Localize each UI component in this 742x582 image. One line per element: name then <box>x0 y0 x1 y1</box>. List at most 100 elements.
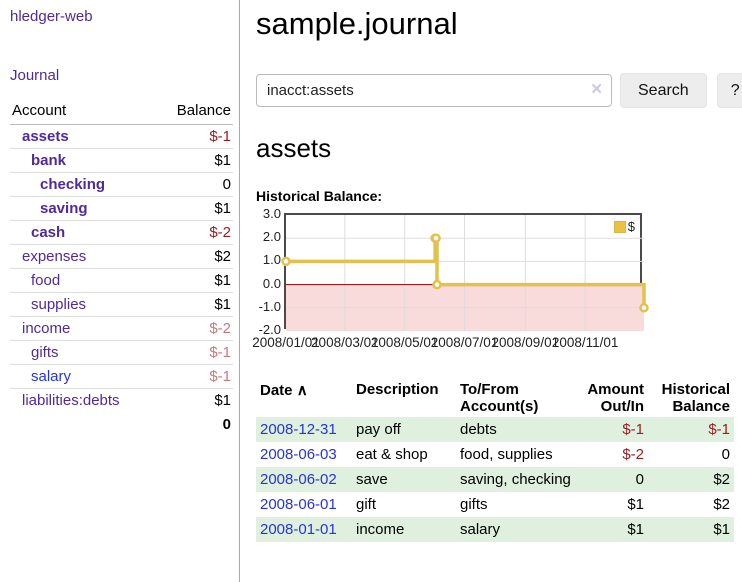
account-row: income $-2 <box>10 316 233 341</box>
account-balance: 0 <box>156 172 233 197</box>
balance-chart: 3.0 2.0 1.0 0.0 -1.0 -2.0 $ 2008/01/01 2008/03… <box>252 206 742 353</box>
accounts-total-row: 0 <box>10 413 233 437</box>
legend-label: $ <box>627 219 635 234</box>
account-balance: $1 <box>156 388 233 413</box>
register-header-date[interactable]: Date ∧ <box>256 379 352 417</box>
y-tick-label: 1.0 <box>262 252 281 268</box>
account-balance: $-2 <box>156 316 233 341</box>
transaction-description: pay off <box>352 417 456 442</box>
account-row: expenses $2 <box>10 244 233 269</box>
account-link[interactable]: gifts <box>31 344 59 361</box>
account-row: gifts $-1 <box>10 340 233 365</box>
data-point-marker <box>281 256 291 267</box>
register-header-accounts: To/From Account(s) <box>460 381 539 415</box>
help-button[interactable]: ? <box>716 73 742 108</box>
account-link[interactable]: bank <box>31 152 67 169</box>
x-tick-label: 2008/11/01 <box>551 335 619 350</box>
account-balance: $-1 <box>156 340 233 365</box>
account-row: cash $-2 <box>10 220 233 245</box>
transaction-row: 2008-06-02 save saving, checking 0 $2 <box>256 467 734 492</box>
transaction-date-link[interactable]: 2008-01-01 <box>260 521 337 538</box>
legend-swatch-icon <box>613 220 626 233</box>
data-point-marker <box>639 303 649 313</box>
transaction-row: 2008-06-01 gift gifts $1 $2 <box>256 492 734 517</box>
search-form: ✕ Search ? <box>256 73 742 108</box>
transaction-amount: 0 <box>576 467 648 492</box>
balance-column-header: Balance <box>156 99 233 125</box>
account-link[interactable]: checking <box>40 176 106 193</box>
account-row: assets $-1 <box>10 125 233 149</box>
transaction-date-link[interactable]: 2008-06-01 <box>260 496 337 513</box>
account-link[interactable]: income <box>22 320 71 337</box>
account-balance: $1 <box>156 196 233 221</box>
account-row: liabilities:debts $1 <box>10 388 233 413</box>
accounts-column-header: Account <box>10 99 157 125</box>
search-button[interactable]: Search <box>620 73 707 108</box>
account-link[interactable]: liabilities:debts <box>22 392 120 410</box>
y-tick-label: 0.0 <box>262 275 281 291</box>
transaction-date-link[interactable]: 2008-12-31 <box>260 421 337 438</box>
transaction-date-link[interactable]: 2008-06-02 <box>260 471 337 488</box>
accounts-total-value: 0 <box>222 416 231 433</box>
transaction-description: income <box>352 517 456 542</box>
y-tick-label: 2.0 <box>262 229 281 245</box>
transaction-accounts: debts <box>456 417 576 442</box>
accounts-table: Account Balance assets $-1 bank $1 checking 0… <box>10 99 233 437</box>
register-header-balance: Historical Balance <box>661 381 730 415</box>
x-tick-label: 2008/09/01 <box>491 335 560 350</box>
account-balance: $-1 <box>156 364 233 389</box>
x-tick-label: 2008/05/01 <box>370 335 439 350</box>
x-tick-label: 2008/07/01 <box>430 335 499 350</box>
account-row: salary $-1 <box>10 364 233 389</box>
account-link[interactable]: salary <box>31 368 72 385</box>
chart-svg <box>281 215 649 331</box>
account-balance: $2 <box>156 244 233 269</box>
transaction-amount: $1 <box>576 517 648 542</box>
main-content: sample.journal ✕ Search ? assets Histori… <box>240 0 742 582</box>
transaction-description: save <box>352 467 456 492</box>
account-balance: $1 <box>156 148 233 173</box>
data-point-marker <box>431 233 441 243</box>
clear-search-icon[interactable]: ✕ <box>590 81 603 98</box>
date-header-label: Date <box>260 382 293 399</box>
search-input[interactable] <box>256 74 612 107</box>
transaction-balance: 0 <box>721 446 730 463</box>
chart-legend: $ <box>613 219 635 234</box>
app-title-link[interactable]: hledger-web <box>10 8 93 25</box>
account-row: supplies $1 <box>10 292 233 317</box>
transaction-accounts: food, supplies <box>460 446 553 463</box>
account-row: checking 0 <box>10 172 233 197</box>
transaction-balance: $2 <box>713 496 730 513</box>
sidebar-item-journal[interactable]: Journal <box>10 67 60 84</box>
transaction-balance: $2 <box>648 467 734 492</box>
transaction-accounts: salary <box>456 517 576 542</box>
y-tick-label: -2.0 <box>258 322 281 337</box>
sidebar: hledger-web Journal Account Balance asse… <box>0 0 240 582</box>
register-header-amount: Amount Out/In <box>587 381 644 415</box>
transaction-balance: $-1 <box>648 417 734 442</box>
account-link[interactable]: supplies <box>31 296 87 313</box>
account-link[interactable]: food <box>31 272 61 289</box>
account-link[interactable]: saving <box>40 200 88 217</box>
account-balance: $1 <box>156 292 233 317</box>
chart-title: Historical Balance: <box>256 188 383 204</box>
sort-ascending-icon: ∧ <box>296 382 308 399</box>
transaction-date-link[interactable]: 2008-06-03 <box>260 446 337 463</box>
account-row: saving $1 <box>10 196 233 221</box>
register-header-description: Description <box>356 381 439 398</box>
page-title: sample.journal <box>256 6 458 41</box>
account-link[interactable]: expenses <box>22 248 87 265</box>
account-balance: $1 <box>156 268 233 293</box>
account-link[interactable]: assets <box>22 128 69 145</box>
y-tick-label: 3.0 <box>262 206 281 221</box>
account-balance: $-1 <box>209 128 231 145</box>
transaction-amount: $1 <box>627 496 644 513</box>
transaction-accounts: saving, checking <box>456 467 576 492</box>
register-table: Date ∧ Description To/From Account(s) Am… <box>256 379 734 542</box>
account-heading: assets <box>256 133 332 163</box>
account-link[interactable]: cash <box>31 224 66 241</box>
y-tick-label: -1.0 <box>258 298 281 314</box>
data-point-marker <box>432 279 442 290</box>
transaction-amount: $-1 <box>576 417 648 442</box>
